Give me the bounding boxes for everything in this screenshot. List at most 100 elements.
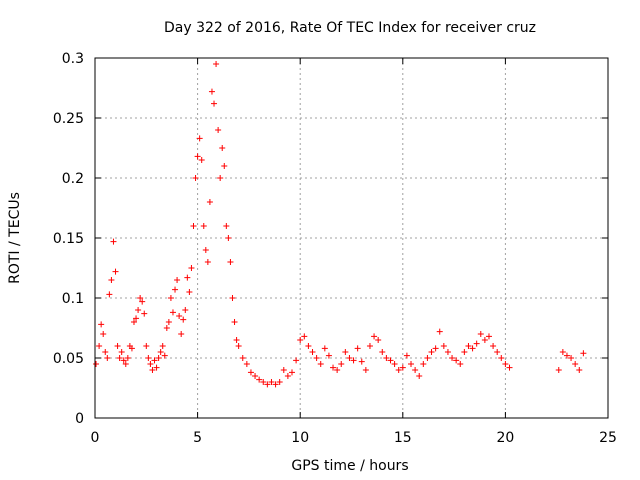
data-point: [420, 361, 427, 367]
data-point: [219, 145, 226, 151]
data-point: [188, 265, 195, 271]
data-point: [444, 349, 451, 355]
y-tick-label: 0: [75, 411, 84, 427]
grid-lines: [95, 58, 608, 418]
data-point: [184, 274, 191, 281]
data-point: [342, 349, 349, 355]
data-point: [110, 238, 117, 245]
data-point: [465, 343, 472, 349]
data-point: [133, 315, 140, 322]
data-point: [428, 349, 435, 355]
data-point: [375, 337, 382, 343]
data-point: [235, 343, 242, 349]
data-point: [231, 319, 238, 325]
data-point: [118, 349, 125, 355]
data-point: [268, 379, 275, 385]
data-point: [102, 349, 109, 355]
data-point: [366, 343, 373, 349]
data-point: [151, 357, 158, 364]
data-point: [563, 352, 570, 359]
x-axis-title: GPS time / hours: [291, 458, 408, 474]
data-point: [213, 61, 220, 67]
data-point: [198, 157, 205, 163]
data-point: [403, 352, 410, 359]
data-point: [580, 350, 587, 357]
data-point: [100, 331, 107, 337]
data-point: [350, 357, 357, 364]
data-point: [165, 319, 172, 325]
data-point: [473, 340, 480, 347]
y-axis-title: ROTI / TECUs: [7, 192, 23, 284]
data-point: [276, 379, 283, 385]
data-point: [387, 357, 394, 364]
data-point: [301, 333, 308, 340]
data-point: [174, 277, 181, 283]
data-point: [477, 331, 484, 337]
data-point: [453, 357, 460, 364]
data-point: [141, 310, 148, 317]
data-point: [176, 313, 183, 319]
data-point: [412, 367, 419, 373]
data-point: [358, 358, 365, 365]
data-point: [260, 379, 267, 385]
data-point: [147, 361, 154, 367]
data-point: [379, 349, 386, 355]
data-point: [371, 333, 378, 340]
data-point: [321, 345, 328, 352]
data-point: [506, 364, 513, 371]
data-point: [576, 367, 583, 373]
data-point: [391, 361, 398, 367]
data-point: [272, 381, 279, 388]
data-point: [161, 352, 168, 359]
data-point: [202, 247, 209, 253]
data-point: [192, 175, 199, 181]
data-point: [169, 309, 176, 316]
data-point: [153, 364, 160, 371]
data-point: [481, 337, 488, 343]
data-point: [325, 352, 332, 359]
data-point: [206, 199, 213, 205]
data-point: [490, 343, 497, 349]
data-point: [383, 355, 390, 361]
data-point: [498, 355, 505, 361]
data-point: [330, 364, 337, 371]
y-tick-label: 0.1: [62, 291, 84, 307]
y-tick-label: 0.15: [53, 231, 84, 247]
data-point: [149, 367, 156, 373]
data-point: [264, 381, 271, 388]
data-point: [128, 345, 135, 352]
data-point: [172, 286, 179, 293]
data-point: [494, 349, 501, 355]
data-point: [432, 345, 439, 352]
data-point: [178, 331, 185, 337]
data-point: [106, 291, 113, 298]
data-point: [124, 355, 131, 361]
data-point: [572, 361, 579, 367]
data-point: [116, 355, 123, 361]
data-point: [555, 367, 562, 373]
data-point: [120, 357, 127, 364]
data-point: [247, 369, 254, 376]
data-point: [139, 298, 146, 305]
axis-ticks: 0 5 10 15 20 25 0 0.05 0.1 0.15 0.2 0.25 0.3: [53, 51, 617, 446]
data-point: [108, 277, 115, 283]
data-point: [243, 361, 250, 367]
data-point: [485, 333, 492, 340]
data-point: [252, 373, 259, 379]
data-point: [436, 328, 443, 335]
data-point: [313, 355, 320, 361]
data-point: [130, 319, 137, 325]
data-point: [297, 337, 304, 343]
data-point: [305, 343, 312, 349]
data-point: [461, 349, 468, 355]
data-point: [309, 349, 316, 355]
data-point: [256, 376, 263, 383]
data-point: [502, 361, 509, 367]
data-point: [143, 343, 150, 349]
x-tick-label: 25: [599, 430, 617, 446]
data-point: [114, 343, 121, 349]
data-point: [233, 337, 240, 343]
data-point: [182, 307, 189, 313]
data-point: [354, 345, 361, 352]
